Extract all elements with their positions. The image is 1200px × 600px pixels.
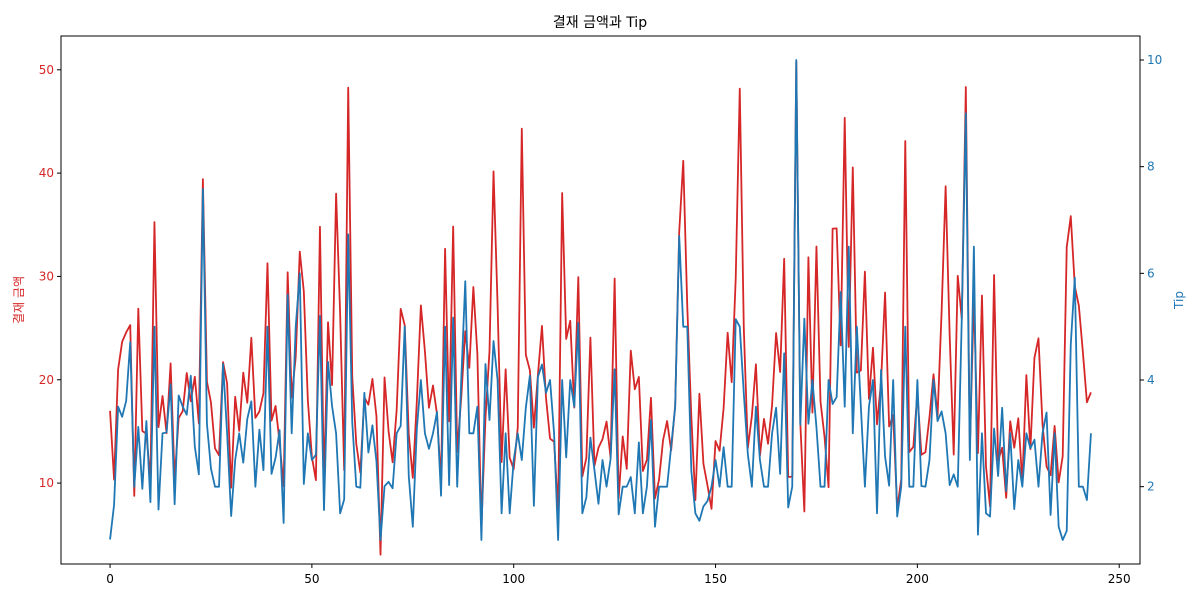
y-axis-left-label: 결재 금액 bbox=[12, 276, 26, 324]
x-tick-label: 100 bbox=[502, 572, 525, 586]
x-tick-label: 0 bbox=[106, 572, 114, 586]
y-right-tick-label: 8 bbox=[1147, 160, 1155, 174]
x-tick-label: 200 bbox=[906, 572, 929, 586]
y-left-tick-label: 20 bbox=[39, 373, 54, 387]
y-right-tick-label: 10 bbox=[1147, 53, 1162, 67]
y-left-tick-label: 10 bbox=[39, 476, 54, 490]
y-left-tick-label: 40 bbox=[39, 166, 54, 180]
right-series-layer bbox=[109, 59, 1092, 541]
y-axis-right: 2 4 6 8 10 bbox=[1140, 53, 1162, 494]
x-axis: 0 50 100 150 200 250 bbox=[106, 564, 1131, 586]
x-tick-label: 50 bbox=[304, 572, 319, 586]
x-tick-label: 250 bbox=[1108, 572, 1131, 586]
x-tick-label: 150 bbox=[704, 572, 727, 586]
chart-title: 결재 금액과 Tip bbox=[553, 15, 647, 31]
series-line-amount bbox=[109, 60, 1092, 556]
y-right-tick-label: 6 bbox=[1147, 266, 1155, 280]
y-axis-right-label: Tip bbox=[1172, 291, 1186, 310]
y-axis-left: 10 20 30 40 50 bbox=[39, 63, 61, 490]
y-left-tick-label: 50 bbox=[39, 63, 54, 77]
y-left-tick-label: 30 bbox=[39, 269, 54, 283]
plot-frame bbox=[60, 35, 1141, 565]
series-line-tip bbox=[109, 59, 1092, 541]
left-series-layer bbox=[109, 60, 1092, 556]
y-right-tick-label: 2 bbox=[1147, 480, 1155, 494]
y-right-tick-label: 4 bbox=[1147, 373, 1155, 387]
